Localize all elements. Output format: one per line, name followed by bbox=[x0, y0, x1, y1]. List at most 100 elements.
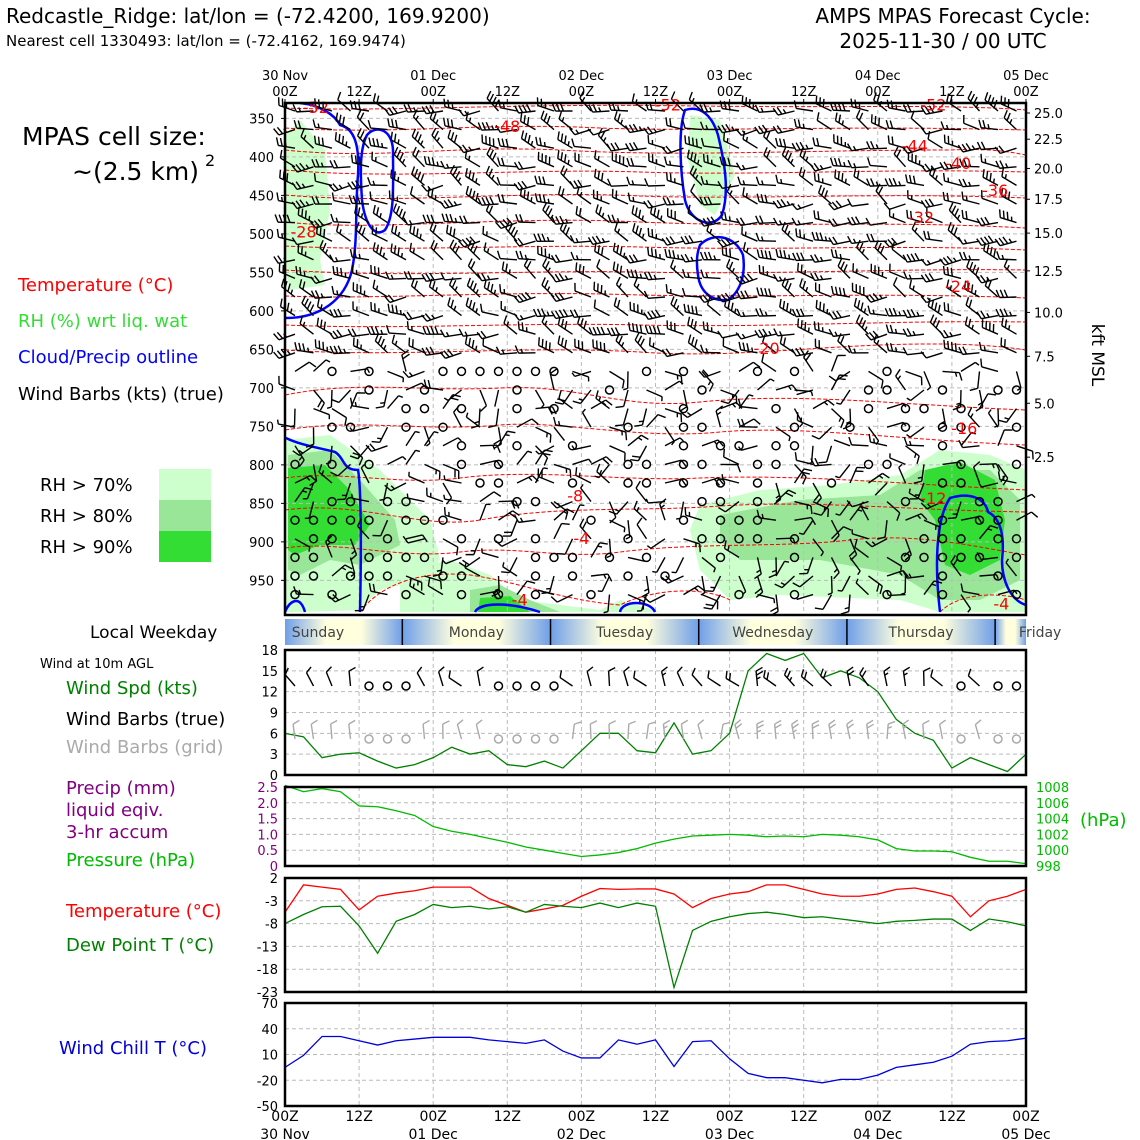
wind-barb bbox=[595, 397, 610, 410]
wind-barb-calm bbox=[493, 459, 504, 470]
wind-barb-halffeather bbox=[841, 120, 844, 126]
wind-barb bbox=[294, 538, 311, 548]
wind-barb-halffeather bbox=[390, 485, 395, 490]
wind-barb-feather bbox=[316, 317, 320, 326]
wind-barb-feather bbox=[612, 261, 616, 270]
surface-wind-barb bbox=[691, 674, 703, 687]
wind-barb-feather bbox=[542, 176, 546, 185]
wind-barb-feather bbox=[451, 279, 457, 289]
cross-section-y-axes: 3504004505005506006507007508008509009502… bbox=[249, 107, 1063, 589]
wind-barb-feather bbox=[633, 500, 638, 509]
wind-barb-feather bbox=[929, 314, 935, 323]
wind-barb-feather bbox=[376, 207, 380, 216]
wind-barb-halffeather bbox=[748, 394, 754, 397]
wind-barb-feather bbox=[472, 283, 477, 292]
wind-barb-halffeather bbox=[746, 247, 749, 253]
wind-barb-feather bbox=[279, 149, 283, 159]
wind-barb bbox=[815, 346, 832, 354]
wind-barb-feather bbox=[717, 294, 724, 303]
wind-barb-halffeather bbox=[400, 252, 404, 258]
wind-barb-feather bbox=[313, 275, 321, 283]
wind-barb bbox=[499, 352, 518, 355]
wind-barb-feather bbox=[717, 330, 723, 339]
wind-barb-halffeather bbox=[308, 547, 311, 552]
wind-barb-feather bbox=[485, 202, 491, 211]
wind-barb-feather bbox=[607, 573, 613, 582]
wind-barb-feather bbox=[557, 335, 561, 344]
wind-barb-halffeather bbox=[926, 260, 931, 265]
wind-barb-feather bbox=[997, 471, 1001, 480]
wind-barb-halffeather bbox=[824, 236, 828, 241]
isotherm-label: -28 bbox=[290, 223, 316, 242]
wind-barb-feather bbox=[518, 104, 524, 113]
wind-barb-feather bbox=[720, 400, 729, 405]
wind-barb-calm bbox=[789, 534, 800, 544]
wind-barb-feather bbox=[317, 136, 321, 145]
surface-wind-barb-grid-feather bbox=[310, 719, 318, 725]
wind-barb bbox=[410, 193, 425, 205]
wind-barb-feather bbox=[380, 338, 385, 347]
wind-barb bbox=[999, 314, 1017, 318]
wind-barb bbox=[950, 561, 962, 577]
wind-barb-halffeather bbox=[415, 115, 419, 121]
wind-barb-feather bbox=[692, 168, 698, 177]
wind-barb-halffeather bbox=[502, 562, 505, 567]
wind-barb bbox=[999, 478, 1017, 484]
wind-barb bbox=[612, 196, 629, 205]
wind-barb bbox=[775, 489, 789, 503]
wind-barb-feather bbox=[301, 246, 303, 255]
wind-barb bbox=[874, 482, 888, 496]
wind-barb bbox=[647, 296, 666, 300]
wind-barb bbox=[921, 464, 925, 482]
wind-barb-halffeather bbox=[732, 403, 737, 408]
top-hour-label: 00Z bbox=[272, 85, 298, 100]
wind-barb-halffeather bbox=[835, 475, 840, 479]
wind-barb-feather bbox=[409, 224, 412, 233]
wind-barb-halffeather bbox=[844, 606, 850, 610]
wind-barb-calm bbox=[678, 478, 689, 488]
wind-barb bbox=[424, 575, 441, 582]
wind-barb-feather bbox=[816, 112, 820, 121]
surface-wind-barb-halffeather bbox=[789, 676, 793, 682]
wind-barb bbox=[485, 210, 499, 224]
wind-barb bbox=[423, 426, 431, 444]
wind-barb-feather bbox=[840, 610, 849, 615]
weekday-cell bbox=[402, 619, 551, 645]
wind-barb-halffeather bbox=[434, 195, 437, 200]
wind-barb-feather bbox=[832, 236, 838, 245]
wind-barb-feather bbox=[279, 298, 283, 307]
wind-barb-feather bbox=[543, 457, 549, 466]
wind-barb-halffeather bbox=[623, 252, 626, 258]
wind-barb-feather bbox=[433, 242, 438, 251]
wind-barb-feather bbox=[928, 166, 933, 175]
wind-barb bbox=[409, 250, 425, 261]
surface-wind-barb bbox=[437, 671, 444, 687]
cloud-outline bbox=[473, 603, 541, 614]
wind-barb bbox=[967, 414, 981, 428]
wind-barb-halffeather bbox=[861, 248, 865, 254]
wind-barb bbox=[833, 141, 851, 149]
wind-barb-feather bbox=[805, 353, 812, 361]
wind-barb-feather bbox=[292, 450, 300, 456]
wind-barb-calm bbox=[900, 422, 911, 432]
wind-barb bbox=[319, 247, 333, 261]
wind-barb-feather bbox=[638, 227, 642, 237]
wind-barb-feather bbox=[782, 138, 787, 148]
wind-barb-feather bbox=[554, 254, 561, 263]
wind-barb-halffeather bbox=[636, 283, 640, 289]
wind-barb bbox=[947, 229, 962, 242]
wind-barb bbox=[704, 161, 721, 168]
top-hour-label: 12Z bbox=[791, 85, 817, 100]
wind-barb bbox=[944, 199, 962, 205]
wind-barb bbox=[981, 556, 999, 561]
wind-barb-halffeather bbox=[871, 541, 876, 546]
wind-barb bbox=[390, 177, 407, 187]
wind-barb-feather bbox=[447, 199, 454, 207]
wind-barb-calm bbox=[549, 552, 559, 563]
wind-barb-halffeather bbox=[668, 160, 672, 166]
wind-barb-feather bbox=[367, 119, 372, 129]
wind-barb-halffeather bbox=[917, 514, 922, 520]
wind-barb bbox=[1001, 176, 1017, 187]
wind-barb bbox=[870, 312, 888, 317]
